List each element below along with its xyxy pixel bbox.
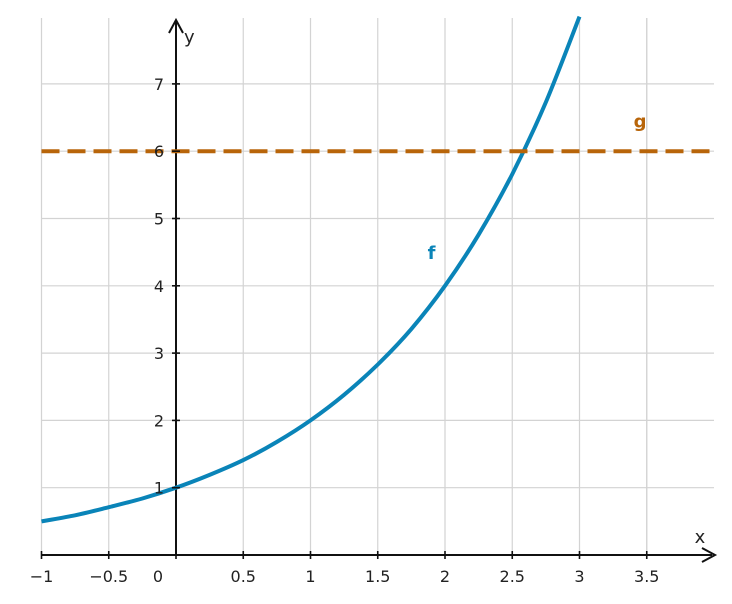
series-layer [41,15,714,524]
y-axis-arrow [168,17,184,34]
axes [42,17,718,563]
x-tick-label: 3.5 [634,567,659,586]
x-tick-label: −1 [30,567,54,586]
tick-labels: −1 −0.5 0 0.5 1 1.5 2 2.5 3 3.5 1 2 3 4 5 6 7 [30,75,660,586]
series-f-line [41,15,582,524]
y-tick-label: 6 [154,142,164,161]
x-tick-label: 2.5 [500,567,525,586]
y-tick-label: 4 [154,277,164,296]
x-tick-label: 2 [440,567,450,586]
x-tick-label: −0.5 [89,567,128,586]
curve-label-g: g [634,112,647,133]
x-tick-label: 3 [574,567,584,586]
y-axis-label: y [184,27,195,48]
y-tick-label: 1 [154,479,164,498]
y-tick-label: 3 [154,344,164,363]
x-tick-label: 1.5 [365,567,390,586]
x-tick-label: 1 [305,567,315,586]
x-axis-label: x [695,527,706,548]
x-tick-label: 0.5 [231,567,256,586]
grid [40,18,714,555]
x-tick-label: 0 [153,567,163,586]
y-tick-label: 2 [154,411,164,430]
x-axis-arrow [701,547,718,563]
y-tick-label: 5 [154,210,164,229]
y-tick-label: 7 [154,75,164,94]
curve-labels: fg [428,112,647,264]
curve-label-f: f [428,243,436,264]
